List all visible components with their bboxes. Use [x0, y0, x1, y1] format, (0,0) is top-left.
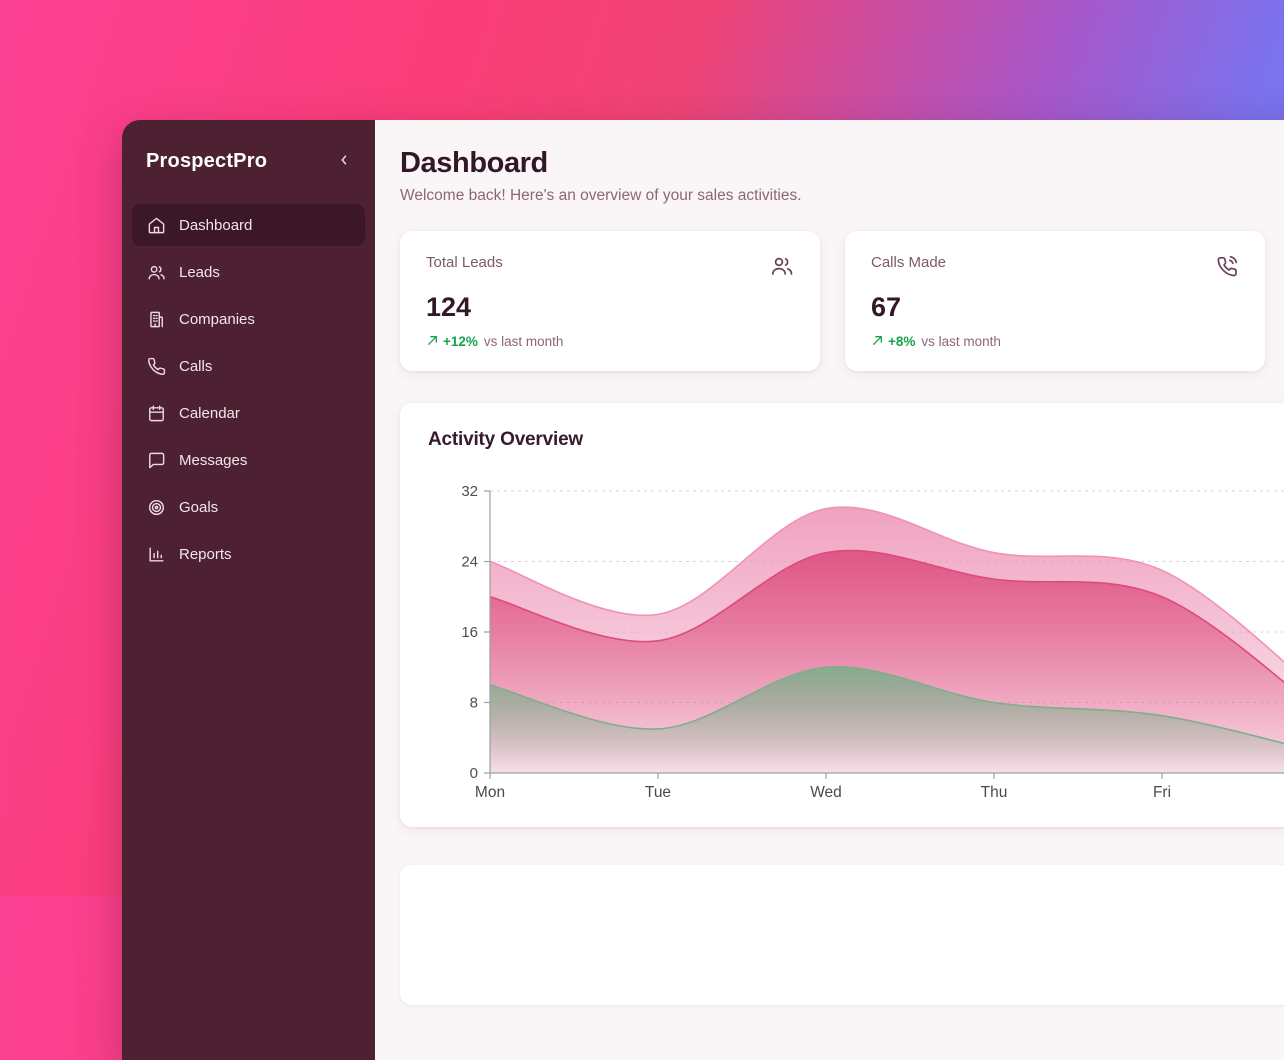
sidebar-item-label: Messages	[179, 451, 248, 469]
svg-text:8: 8	[470, 694, 478, 711]
calendar-icon	[146, 403, 166, 423]
trend-suffix: vs last month	[921, 334, 1001, 350]
sidebar-item-dashboard[interactable]: Dashboard	[132, 204, 365, 246]
stat-card-row: Total Leads 124 +12% vs last month	[400, 230, 1284, 371]
sidebar-item-label: Goals	[179, 498, 219, 516]
users-icon	[770, 254, 794, 283]
sidebar-item-label: Leads	[179, 263, 220, 281]
trend-up-indicator: +8%	[871, 334, 915, 350]
trend-up-indicator: +12%	[426, 334, 478, 350]
phone-call-icon	[1215, 254, 1239, 283]
sidebar-item-calendar[interactable]: Calendar	[132, 392, 365, 434]
target-icon	[146, 497, 166, 517]
trend-value: +12%	[443, 334, 478, 350]
stat-card-total-leads: Total Leads 124 +12% vs last month	[400, 230, 820, 371]
sidebar-item-leads[interactable]: Leads	[132, 251, 365, 293]
sidebar-item-goals[interactable]: Goals	[132, 486, 365, 528]
activity-overview-card: Activity Overview 0 8 16 24 32 Mon Tue Wed Thu Fr…	[400, 402, 1284, 827]
chevron-left-icon	[337, 153, 351, 170]
trend-up-icon	[426, 334, 439, 350]
users-icon	[146, 262, 166, 282]
svg-text:Tue: Tue	[645, 784, 671, 801]
home-icon	[146, 215, 166, 235]
activity-overview-title: Activity Overview	[428, 428, 584, 450]
sidebar-item-companies[interactable]: Companies	[132, 298, 365, 340]
stat-label: Calls Made	[871, 253, 947, 271]
sidebar-item-messages[interactable]: Messages	[132, 439, 365, 481]
bar-chart-icon	[146, 544, 166, 564]
trend-up-icon	[871, 334, 884, 350]
sidebar-item-label: Reports	[179, 545, 232, 563]
app-window: ProspectPro Dashboard Leads Companies	[122, 120, 1284, 1060]
page-title: Dashboard	[400, 147, 548, 179]
svg-text:24: 24	[461, 553, 478, 570]
stat-card-calls-made: Calls Made 67 +8% vs last month	[845, 230, 1265, 371]
sidebar-item-label: Calls	[179, 357, 213, 375]
sidebar-item-calls[interactable]: Calls	[132, 345, 365, 387]
page-subtitle: Welcome back! Here's an overview of your…	[400, 186, 802, 204]
main-content: Dashboard Welcome back! Here's an overvi…	[375, 120, 1284, 1060]
sidebar: ProspectPro Dashboard Leads Companies	[122, 120, 375, 1060]
stat-value: 124	[426, 291, 472, 322]
sidebar-item-label: Companies	[179, 310, 255, 328]
trend-value: +8%	[888, 334, 916, 350]
message-icon	[146, 450, 166, 470]
building-icon	[146, 309, 166, 329]
svg-text:32: 32	[461, 483, 478, 500]
sidebar-item-label: Calendar	[179, 404, 240, 422]
sidebar-header: ProspectPro	[132, 142, 365, 180]
stat-label: Total Leads	[426, 253, 503, 271]
sidebar-item-label: Dashboard	[179, 216, 253, 234]
app-brand: ProspectPro	[146, 149, 268, 172]
svg-text:Fri: Fri	[1153, 784, 1171, 801]
svg-text:16: 16	[461, 624, 478, 641]
phone-icon	[146, 356, 166, 376]
trend-suffix: vs last month	[483, 334, 564, 350]
svg-text:Thu: Thu	[981, 784, 1008, 801]
activity-area-chart: 08162432MonTueWedThuFriSat	[428, 479, 1284, 809]
sidebar-item-reports[interactable]: Reports	[132, 533, 365, 575]
stat-value: 67	[871, 291, 902, 322]
svg-text:0: 0	[470, 765, 478, 782]
svg-text:Mon: Mon	[475, 784, 505, 801]
next-section-card	[400, 864, 1284, 1005]
svg-text:Wed: Wed	[810, 784, 842, 801]
sidebar-collapse-button[interactable]	[329, 146, 359, 176]
